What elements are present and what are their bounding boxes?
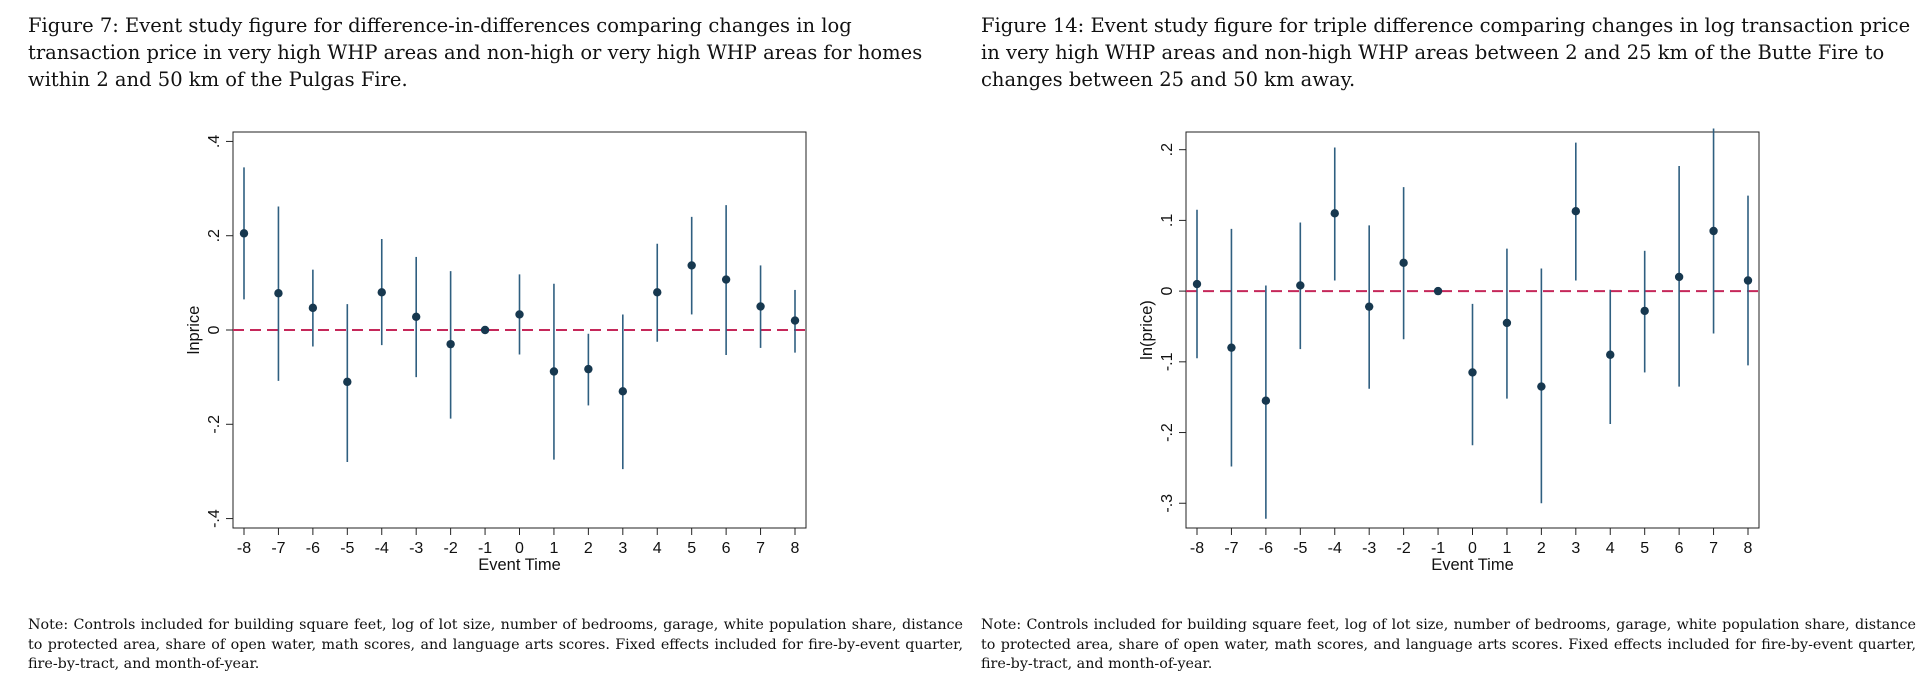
- point-estimate: [1571, 207, 1581, 216]
- point-estimate: [411, 312, 421, 321]
- y-axis-title: ln(price): [1138, 300, 1156, 360]
- x-tick-label: 5: [1640, 540, 1649, 557]
- y-tick-label: -.1: [1159, 352, 1176, 371]
- point-estimate: [618, 387, 628, 396]
- point-estimate: [1502, 318, 1512, 328]
- x-tick-label: 1: [549, 540, 558, 557]
- x-tick-label: -3: [1362, 540, 1376, 557]
- x-tick-label: 3: [1571, 540, 1580, 557]
- x-tick-label: 5: [687, 540, 696, 557]
- x-tick-label: 0: [515, 540, 524, 557]
- point-estimate: [1399, 258, 1408, 268]
- figure-caption: Figure 7: Event study figure for differe…: [28, 14, 923, 91]
- x-tick-label: 0: [1468, 540, 1477, 557]
- point-estimate: [1364, 302, 1374, 311]
- point-estimate: [1640, 306, 1649, 316]
- x-tick-label: 4: [1606, 540, 1615, 557]
- x-tick-label: 8: [1744, 540, 1753, 557]
- point-estimate: [1606, 350, 1615, 359]
- point-estimate: [1192, 279, 1202, 289]
- x-tick-label: 2: [1537, 540, 1546, 557]
- y-tick-label: 0: [206, 325, 223, 334]
- y-tick-label: 0: [1159, 287, 1176, 296]
- y-tick-label: -.2: [206, 415, 223, 434]
- x-tick-label: 6: [722, 540, 731, 557]
- y-tick-label: .2: [1159, 143, 1176, 156]
- point-estimate: [790, 316, 800, 325]
- point-estimate: [653, 288, 662, 297]
- x-tick-label: 8: [791, 540, 800, 557]
- x-tick-label: 1: [1502, 540, 1511, 557]
- x-tick-label: -4: [1328, 540, 1342, 557]
- x-tick-label: 6: [1675, 540, 1684, 557]
- y-tick-label: -.3: [1159, 494, 1176, 513]
- point-estimate: [1296, 281, 1305, 290]
- x-tick-label: -6: [306, 540, 320, 557]
- point-estimate: [274, 289, 283, 298]
- figure-note: Note: Controls included for building squ…: [28, 617, 963, 672]
- x-tick-label: -1: [1431, 540, 1445, 557]
- y-tick-label: -.4: [206, 509, 223, 528]
- x-tick-label: 7: [1709, 540, 1718, 557]
- point-estimate: [343, 377, 352, 387]
- figure-caption: Figure 14: Event study figure for triple…: [981, 14, 1911, 91]
- x-tick-label: -5: [340, 540, 354, 557]
- x-tick-label: 4: [653, 540, 662, 557]
- point-estimate: [584, 364, 593, 374]
- x-tick-label: -6: [1259, 540, 1273, 557]
- event-study-chart: -.4 -.2 0 .2 .4 -8 -7 -6 -5 -4 -3 -2 -1 0 1 2 3 4 5 6 7 8 Even…: [185, 131, 807, 574]
- point-estimate: [1433, 286, 1443, 296]
- x-tick-label: -2: [444, 540, 458, 557]
- y-tick-label: .4: [206, 135, 223, 148]
- point-estimate: [1709, 226, 1718, 236]
- point-estimate: [1468, 368, 1477, 377]
- x-axis-title: Event Time: [1431, 556, 1514, 574]
- point-estimate: [549, 367, 559, 376]
- point-estimate: [239, 229, 249, 238]
- x-tick-label: -7: [271, 540, 285, 557]
- event-study-chart: -.3 -.2 -.1 0 .1 .2 -8 -7 -6 -5 -4 -3 -2 -1 0 1 2 3 4 5 6 7 8 E…: [1138, 128, 1760, 574]
- point-estimate: [1743, 276, 1753, 285]
- point-estimate: [1227, 343, 1236, 352]
- point-estimate: [480, 325, 490, 335]
- x-tick-label: -3: [409, 540, 423, 557]
- x-tick-label: 7: [756, 540, 765, 557]
- figure-14-panel: Figure 14: Event study figure for triple…: [981, 0, 1921, 694]
- x-tick-label: -1: [478, 540, 492, 557]
- x-tick-label: -2: [1397, 540, 1411, 557]
- point-estimate: [1674, 272, 1684, 282]
- y-axis-title: lnprice: [185, 306, 203, 355]
- point-estimate: [377, 288, 386, 297]
- point-estimate: [1330, 209, 1339, 218]
- x-tick-label: -8: [1190, 540, 1204, 557]
- figure-note: Note: Controls included for building squ…: [981, 617, 1916, 672]
- point-estimate: [1537, 382, 1546, 391]
- point-estimate: [515, 310, 524, 319]
- x-tick-label: -8: [237, 540, 251, 557]
- point-estimate: [721, 275, 731, 284]
- y-tick-label: .1: [1159, 214, 1176, 227]
- figure-7-panel: Figure 7: Event study figure for differe…: [28, 0, 968, 694]
- x-tick-label: 2: [584, 540, 593, 557]
- point-estimate: [308, 303, 318, 313]
- y-tick-label: -.2: [1159, 423, 1176, 442]
- x-tick-label: -5: [1293, 540, 1307, 557]
- x-tick-label: -7: [1224, 540, 1238, 557]
- x-tick-label: -4: [375, 540, 389, 557]
- point-estimate: [446, 339, 455, 349]
- x-axis-title: Event Time: [478, 556, 561, 574]
- point-estimate: [1261, 396, 1271, 405]
- point-estimate: [756, 302, 765, 311]
- x-tick-label: 3: [618, 540, 627, 557]
- point-estimate: [687, 261, 696, 270]
- y-tick-label: .2: [206, 229, 223, 242]
